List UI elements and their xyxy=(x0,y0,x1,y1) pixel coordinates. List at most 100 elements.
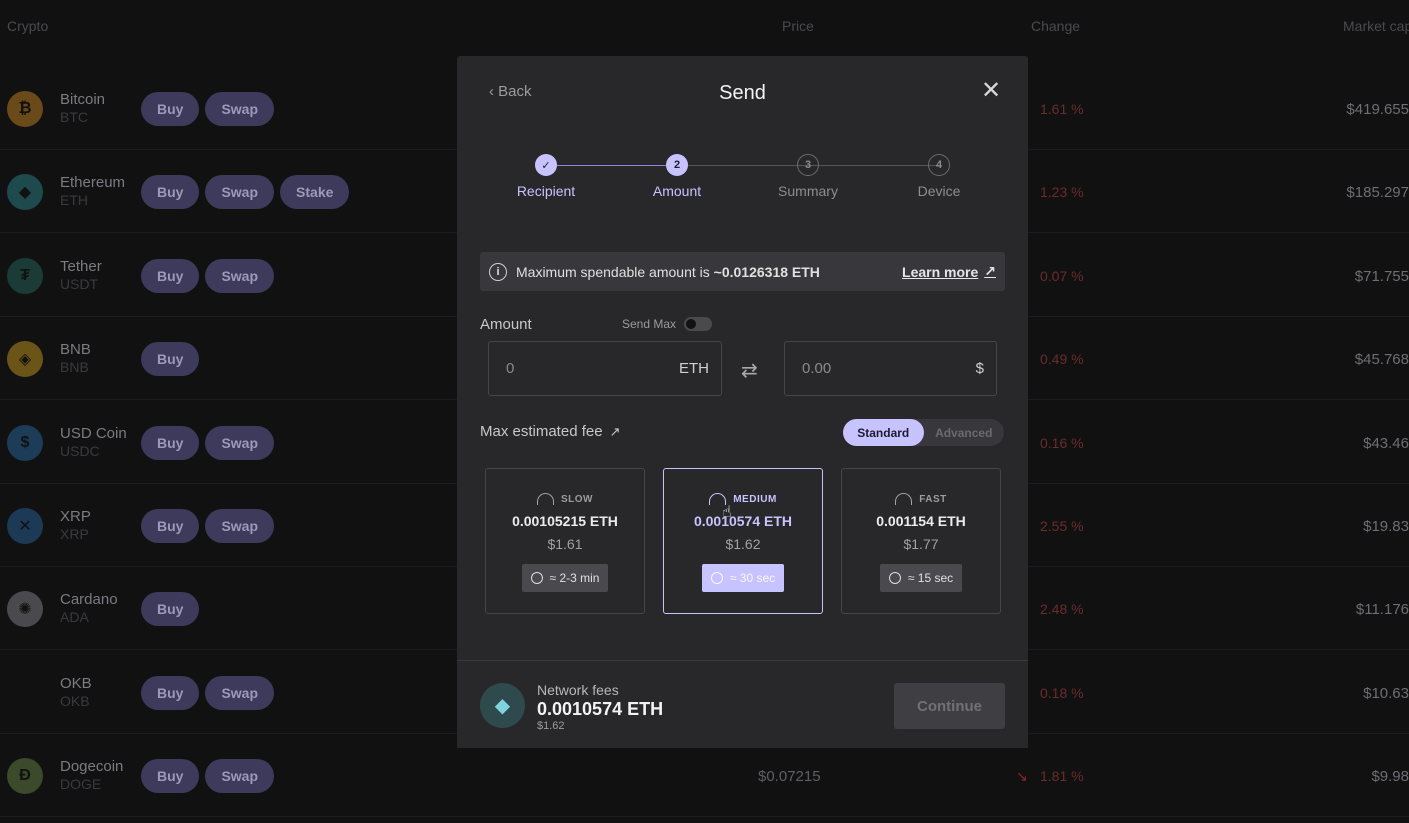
action-button[interactable]: Buy xyxy=(141,258,200,293)
coin-ticker: BTC xyxy=(60,109,88,125)
step-label: Device xyxy=(917,183,961,199)
asset-row[interactable]: $ USD Coin USDC Buy Swap 0.16 % $43.46 xyxy=(0,401,1409,484)
action-button[interactable]: Swap xyxy=(205,175,275,210)
standard-mode-button[interactable]: Standard xyxy=(843,419,924,446)
coin-ticker: DOGE xyxy=(60,776,102,793)
coin-market-cap: $71.755 xyxy=(1354,267,1409,285)
fee-time: ≈ 30 sec xyxy=(729,571,776,585)
action-button[interactable]: Swap xyxy=(205,675,275,710)
coin-market-cap: $11.176 xyxy=(1355,601,1409,619)
coin-change: 0.07 % xyxy=(1040,267,1084,284)
coin-change: 0.18 % xyxy=(1040,684,1084,701)
network-fees-usd: $1.62 xyxy=(537,720,565,732)
coin-name: Cardano xyxy=(60,591,118,609)
crypto-amount-input[interactable]: 0 ETH xyxy=(488,341,722,396)
close-icon[interactable]: ✕ xyxy=(980,77,1002,104)
network-fees-label: Network fees xyxy=(537,682,619,698)
column-header-market-cap: Market cap xyxy=(1343,18,1409,34)
action-button[interactable]: Buy xyxy=(141,425,200,460)
action-button[interactable]: Buy xyxy=(141,592,200,627)
column-header-crypto: Crypto xyxy=(7,18,49,34)
action-button[interactable]: Swap xyxy=(205,92,275,126)
action-buttons: Buy xyxy=(141,342,200,377)
external-link-icon[interactable]: ↗ xyxy=(609,423,621,439)
column-header-price: Price xyxy=(782,18,814,34)
send-max-control: Send Max xyxy=(622,317,713,331)
fee-mode-toggle: Standard Advanced xyxy=(843,419,1004,446)
asset-row[interactable]: Ð Dogecoin DOGE Buy Swap $0.07215 ↘ 1.81 % $9.98 xyxy=(0,734,1409,818)
back-button[interactable]: ‹ Back xyxy=(489,83,532,100)
fee-usd: $1.61 xyxy=(547,536,583,552)
info-text: Maximum spendable amount is xyxy=(516,263,710,280)
action-button[interactable]: Swap xyxy=(205,509,275,543)
action-button[interactable]: Swap xyxy=(205,258,275,293)
coin-market-cap: $10.63 xyxy=(1363,684,1409,702)
coin-change: 1.23 % xyxy=(1040,184,1084,201)
pointer-cursor-icon: ☝ xyxy=(722,504,732,521)
speedometer-icon xyxy=(537,493,554,505)
fiat-amount-input[interactable]: 0.00 $ xyxy=(784,341,997,396)
action-buttons: Buy Swap xyxy=(141,258,275,293)
coin-name: XRP xyxy=(60,508,91,525)
step-device: 4 Device xyxy=(889,154,989,199)
coin-icon: $ xyxy=(7,424,43,461)
action-buttons: Buy Swap xyxy=(141,425,275,460)
step-amount: 2 Amount xyxy=(627,154,727,199)
fee-option-slow[interactable]: SLOW 0.00105215 ETH $1.61 ≈ 2-3 min xyxy=(485,468,645,614)
clock-icon xyxy=(530,572,543,584)
step-label: Recipient xyxy=(516,183,576,199)
fee-option-fast[interactable]: FAST 0.001154 ETH $1.77 ≈ 15 sec xyxy=(841,468,1001,614)
clock-icon xyxy=(888,572,901,584)
step-summary: 3 Summary xyxy=(758,154,858,199)
action-button[interactable]: Stake xyxy=(280,175,350,210)
coin-change: 2.55 % xyxy=(1040,518,1084,534)
fee-option-medium[interactable]: MEDIUM 0.0010574 ETH $1.62 ≈ 30 sec xyxy=(663,468,823,614)
action-button[interactable]: Buy xyxy=(141,92,200,126)
coin-icon: ₿ xyxy=(7,91,43,127)
coin-icon: Ð xyxy=(7,758,43,795)
column-header-change: Change xyxy=(1031,18,1081,34)
action-button[interactable]: Swap xyxy=(205,425,275,460)
coin-name: Tether xyxy=(60,257,102,275)
fee-speed: FAST xyxy=(919,493,947,505)
action-button[interactable]: Buy xyxy=(141,509,200,543)
action-button[interactable]: Swap xyxy=(205,759,275,794)
coin-market-cap: $45.768 xyxy=(1354,351,1409,369)
fee-time-badge: ≈ 2-3 min xyxy=(521,564,609,592)
send-max-toggle[interactable] xyxy=(684,317,713,331)
step-label: Summary xyxy=(778,183,838,199)
amount-label: Amount xyxy=(480,316,532,333)
fee-speed: MEDIUM xyxy=(733,493,777,505)
fee-time-badge: ≈ 15 sec xyxy=(879,564,963,592)
coin-icon: ❖ xyxy=(7,674,43,711)
info-value: ~0.0126318 ETH xyxy=(713,263,820,280)
max-spendable-banner: i Maximum spendable amount is ~0.0126318… xyxy=(480,252,1005,291)
coin-market-cap: $43.46 xyxy=(1363,434,1409,452)
continue-button[interactable]: Continue xyxy=(894,683,1005,729)
coin-change: 0.49 % xyxy=(1040,351,1084,368)
fee-label: Max estimated fee ↗ xyxy=(480,423,620,440)
fiat-unit: $ xyxy=(975,360,984,377)
coin-change: 1.81 % xyxy=(1040,768,1084,785)
action-buttons: Buy xyxy=(141,592,200,627)
action-button[interactable]: Buy xyxy=(141,175,200,210)
crypto-unit: ETH xyxy=(679,360,709,377)
fee-label-text: Max estimated fee xyxy=(480,423,603,440)
action-button[interactable]: Buy xyxy=(141,759,200,794)
swap-direction-icon[interactable]: ⇄ xyxy=(741,360,758,382)
clock-icon xyxy=(710,572,723,584)
action-button[interactable]: Buy xyxy=(141,342,200,377)
modal-title: Send xyxy=(719,82,766,104)
learn-more-link[interactable]: Learn more ↗ xyxy=(902,263,996,280)
coin-market-cap: $19.83 xyxy=(1363,518,1409,535)
coin-change: 1.61 % xyxy=(1040,101,1084,117)
coin-icon: ₮ xyxy=(7,257,43,294)
fee-time: ≈ 2-3 min xyxy=(549,571,600,585)
info-icon: i xyxy=(489,262,507,281)
fee-usd: $1.62 xyxy=(725,536,761,552)
advanced-mode-button[interactable]: Advanced xyxy=(935,425,993,440)
fee-eth: 0.001154 ETH xyxy=(876,513,966,529)
coin-name: BNB xyxy=(60,341,91,359)
action-button[interactable]: Buy xyxy=(141,675,200,710)
coin-change: 0.16 % xyxy=(1040,434,1084,451)
